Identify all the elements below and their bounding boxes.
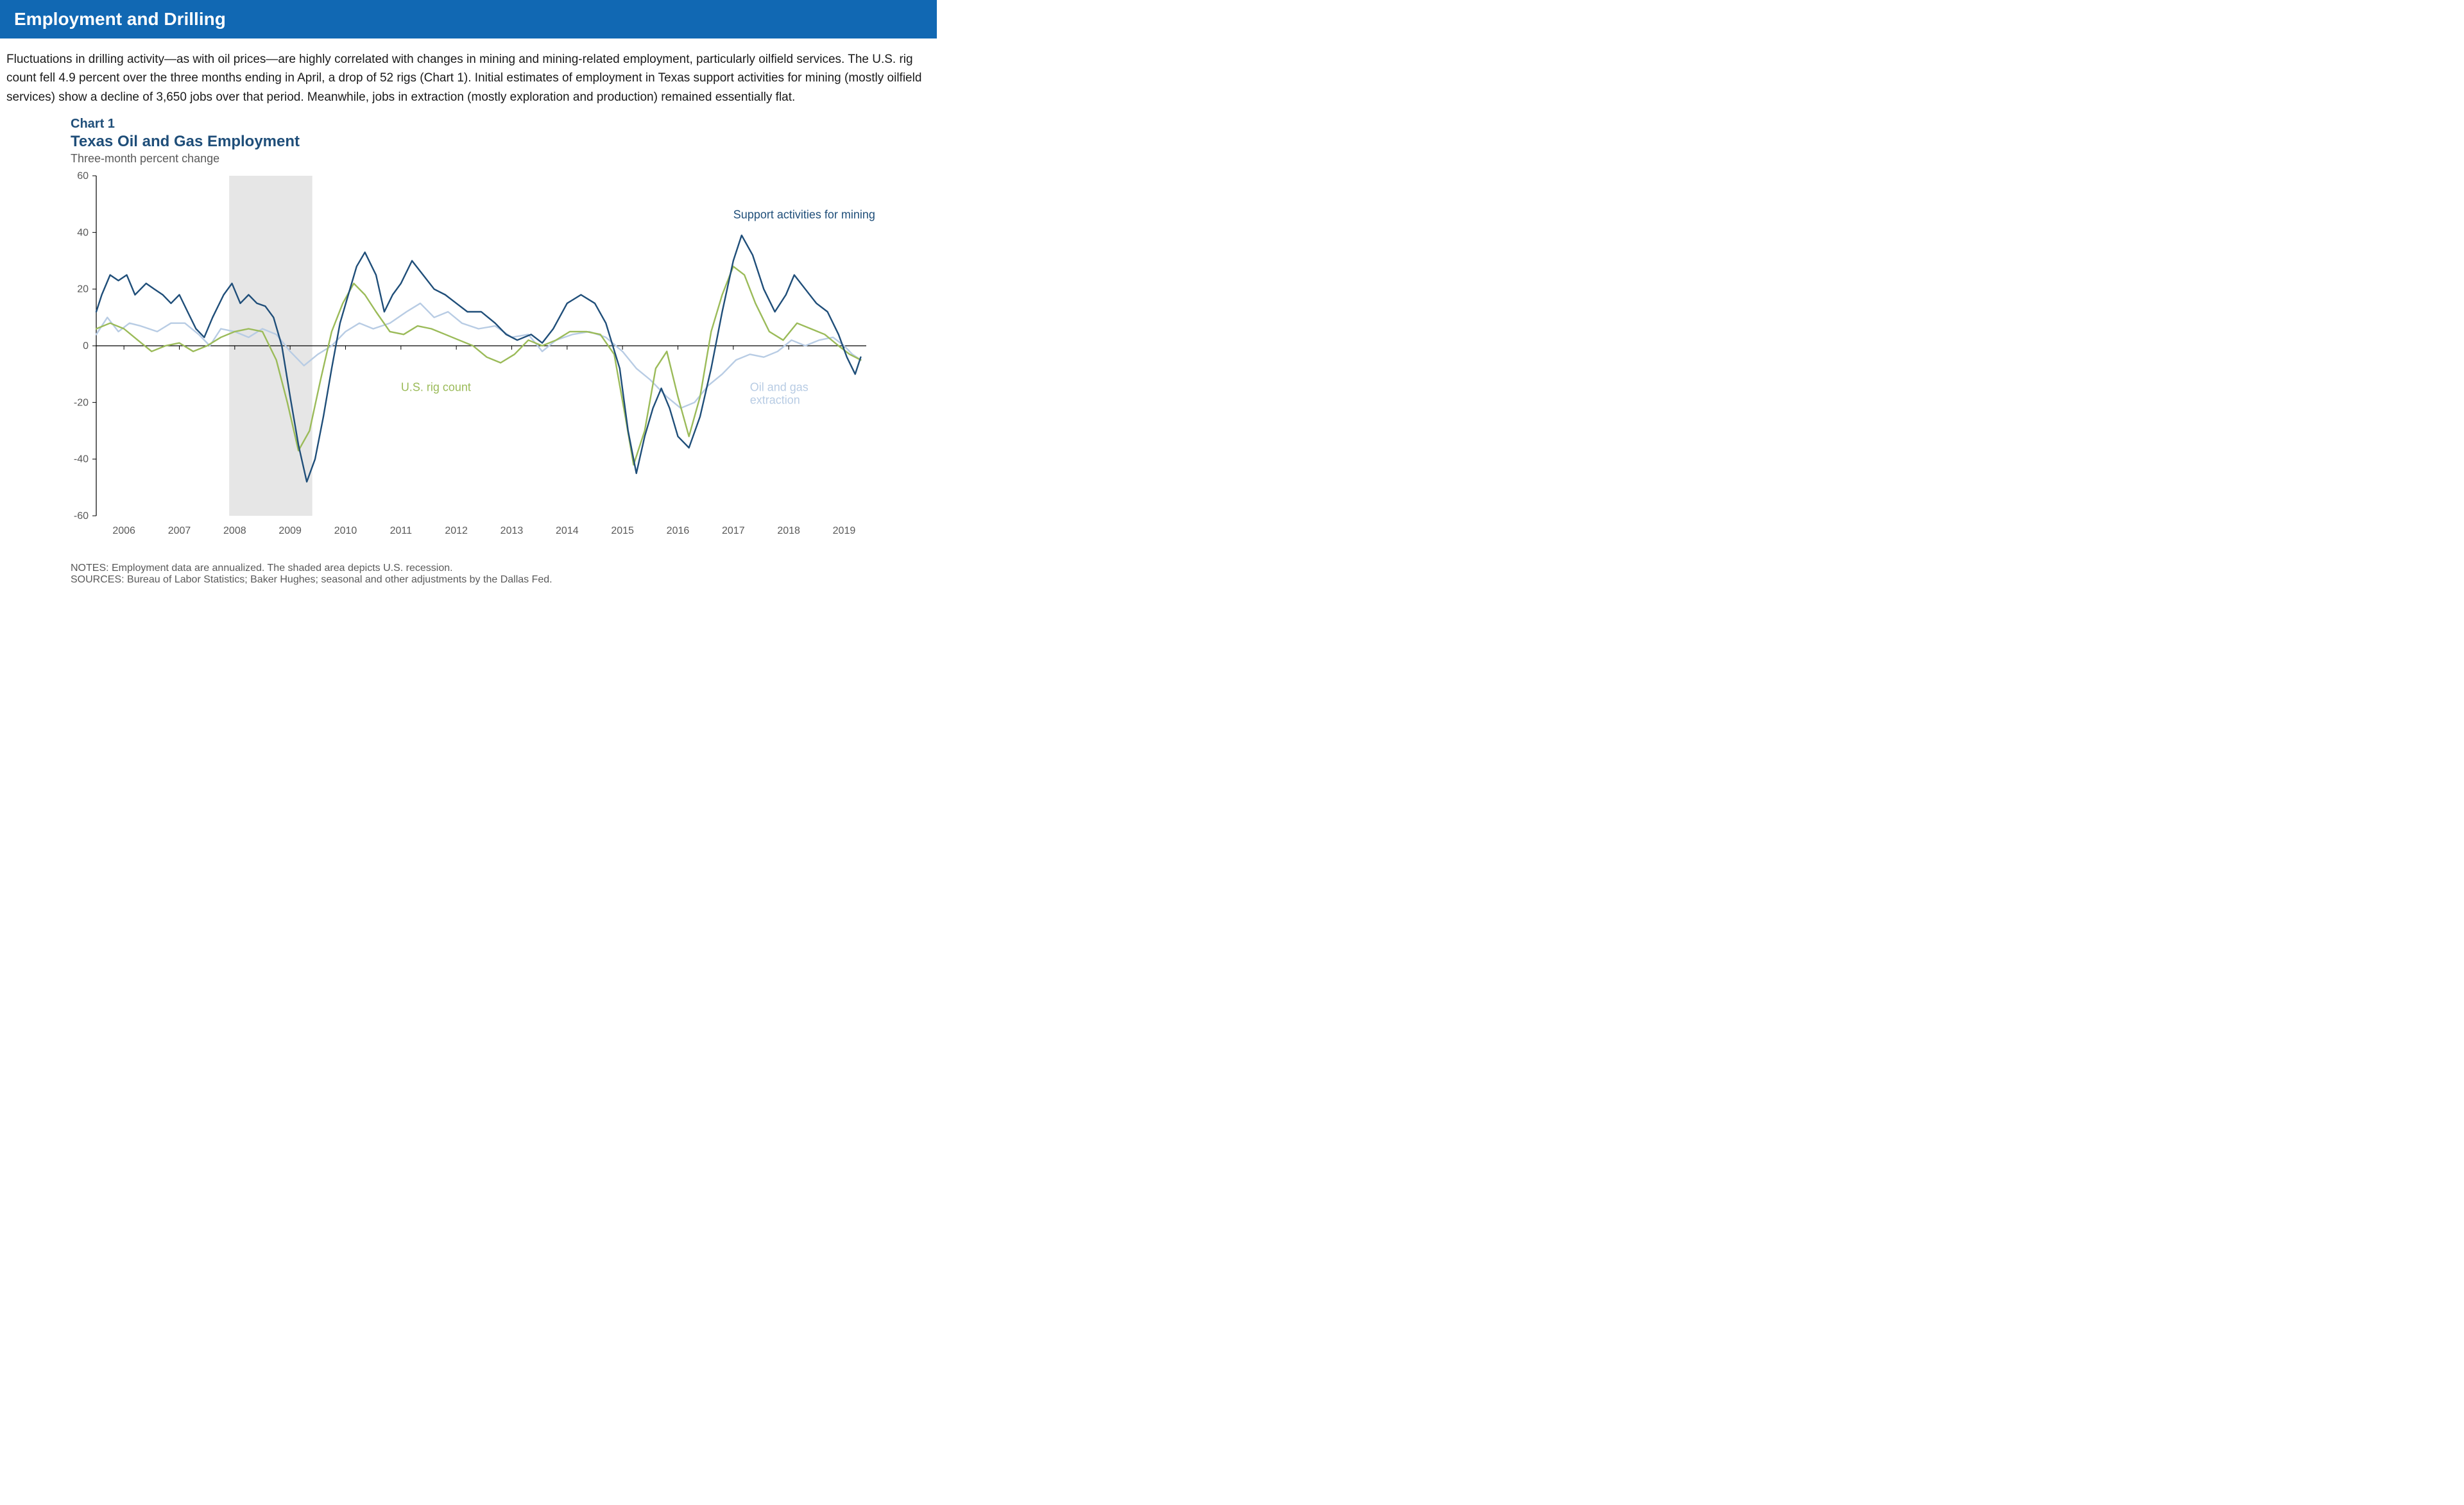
body-paragraph: Fluctuations in drilling activity—as wit…	[0, 38, 937, 110]
svg-text:2019: 2019	[833, 525, 856, 536]
svg-text:2013: 2013	[501, 525, 524, 536]
svg-text:2009: 2009	[278, 525, 302, 536]
svg-text:-40: -40	[74, 454, 89, 465]
svg-text:2012: 2012	[445, 525, 468, 536]
svg-text:60: 60	[77, 171, 89, 182]
section-banner: Employment and Drilling	[0, 0, 937, 38]
svg-text:20: 20	[77, 284, 89, 295]
svg-text:extraction: extraction	[750, 394, 800, 407]
chart-number-label: Chart 1	[71, 117, 898, 132]
chart-title: Texas Oil and Gas Employment	[71, 133, 898, 151]
svg-text:2006: 2006	[112, 525, 135, 536]
chart-subtitle: Three-month percent change	[71, 152, 898, 166]
svg-text:0: 0	[83, 341, 89, 352]
line-chart: -60 -40 -20 0 20 40 60 2006 2007 2008 2009 2010 2011…	[64, 169, 886, 548]
chart-sources: SOURCES: Bureau of Labor Statistics; Bak…	[71, 574, 898, 586]
banner-title: Employment and Drilling	[14, 9, 226, 29]
svg-text:2010: 2010	[334, 525, 357, 536]
svg-text:40: 40	[77, 228, 89, 239]
chart-block: Chart 1 Texas Oil and Gas Employment Thr…	[0, 110, 937, 592]
svg-text:2015: 2015	[611, 525, 634, 536]
svg-text:2017: 2017	[722, 525, 745, 536]
svg-text:2014: 2014	[556, 525, 579, 536]
svg-text:Oil and gas: Oil and gas	[750, 381, 809, 394]
svg-text:-20: -20	[74, 398, 89, 409]
svg-text:2007: 2007	[168, 525, 191, 536]
svg-text:2011: 2011	[390, 525, 413, 536]
svg-text:-60: -60	[74, 511, 89, 522]
svg-text:2018: 2018	[777, 525, 800, 536]
svg-text:U.S. rig count: U.S. rig count	[401, 381, 471, 394]
chart-notes: NOTES: Employment data are annualized. T…	[71, 563, 898, 574]
svg-text:Support activities for mining: Support activities for mining	[733, 208, 875, 221]
svg-text:2008: 2008	[223, 525, 246, 536]
svg-text:2016: 2016	[667, 525, 690, 536]
